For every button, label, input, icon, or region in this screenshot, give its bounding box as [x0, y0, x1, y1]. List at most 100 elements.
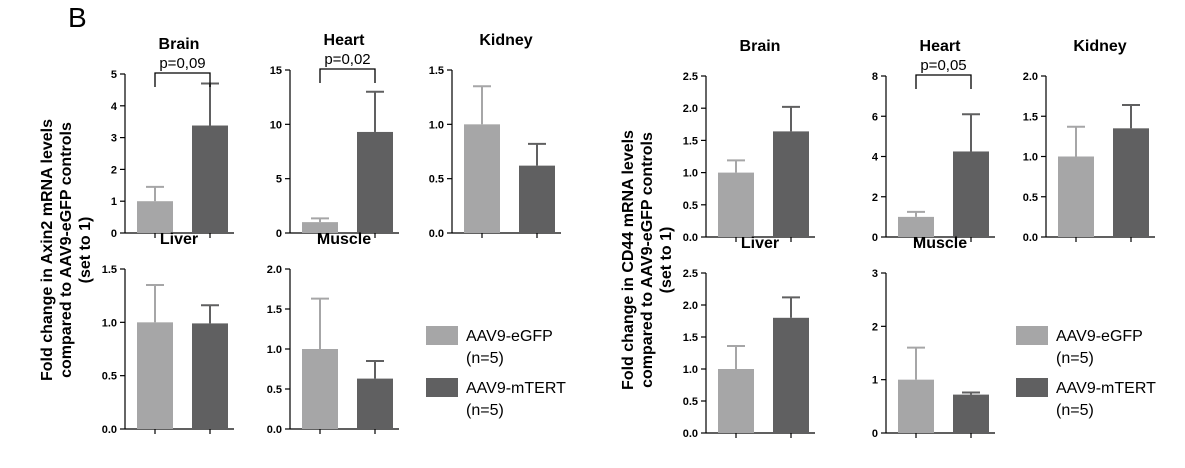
axin2-brain-bar-1	[137, 201, 173, 233]
cd44-heart-bar-2	[953, 151, 989, 237]
axin2-muscle-title: Muscle	[317, 231, 371, 248]
cd44-brain-y-tick-label: 0.0	[683, 232, 698, 244]
axin2-heart-y-tick-label: 15	[270, 65, 282, 77]
axin2-y-axis-label: Fold change in Axin2 mRNA levels compared…	[39, 119, 94, 381]
cd44-heart-title: Heart	[920, 38, 962, 55]
axin2-liver-y-tick-label: 0.5	[102, 371, 117, 383]
cd44-liver-y-tick-label: 0.0	[683, 428, 698, 440]
cd44-heart-bar-1	[898, 216, 934, 237]
cd44-brain-bar-1	[718, 172, 754, 237]
cd44-muscle-y-tick-label: 0	[872, 428, 878, 440]
cd44-muscle-title: Muscle	[913, 235, 967, 252]
cd44-liver-bar-2	[773, 317, 809, 433]
axin2-brain-y-tick-label: 3	[111, 133, 117, 145]
cd44-heart-y-tick-label: 0	[872, 232, 878, 244]
legend-n-1-right: (n=5)	[1056, 350, 1094, 367]
legend-n-2-right: (n=5)	[1056, 402, 1094, 419]
axin2-muscle-y-tick-label: 2.0	[267, 264, 282, 276]
axin2-heart-p-value: p=0,02	[324, 51, 370, 68]
cd44-kidney-bar-1	[1058, 156, 1094, 237]
axin2-brain-title: Brain	[159, 36, 200, 53]
axin2-heart-title: Heart	[324, 32, 366, 49]
axin2-heart-y-tick-label: 5	[276, 174, 282, 186]
legend-swatch-1-left	[426, 326, 458, 345]
cd44-muscle-y-tick-label: 1	[872, 375, 878, 387]
axin2-brain-y-tick-label: 2	[111, 164, 117, 176]
panel-label: B	[68, 2, 87, 33]
axin2-kidney-title: Kidney	[479, 32, 532, 49]
cd44-heart-p-value: p=0,05	[920, 57, 966, 74]
axin2-heart-bar-2	[357, 131, 393, 233]
axin2-muscle-y-tick-label: 1.0	[267, 344, 282, 356]
axin2-liver-y-tick-label: 1.5	[102, 264, 117, 276]
axin2-kidney-y-tick-label: 0.0	[429, 228, 444, 240]
cd44-heart-significance-bracket	[915, 74, 972, 89]
cd44-brain-y-tick-label: 1.0	[683, 168, 698, 180]
cd44-muscle-bar-1	[898, 379, 934, 433]
cd44-muscle-y-tick-label: 2	[872, 321, 878, 333]
axin2-heart-significance-bracket	[319, 68, 376, 83]
cd44-muscle-y-tick-label: 3	[872, 268, 878, 280]
axin2-heart-bar-1	[302, 222, 338, 233]
cd44-kidney-y-tick-label: 0.5	[1023, 192, 1038, 204]
cd44-y-axis-label-line: compared to AAV9-eGFP controls	[639, 132, 656, 388]
axin2-brain-y-tick-label: 5	[111, 69, 117, 81]
axin2-muscle-bar-1	[302, 349, 338, 429]
legend-label-2-left: AAV9-mTERT	[466, 380, 566, 397]
legend-swatch-1-right	[1016, 326, 1048, 345]
cd44-liver-y-tick-label: 1.0	[683, 364, 698, 376]
cd44-liver-y-tick-label: 2.0	[683, 300, 698, 312]
axin2-brain-significance-bracket	[154, 72, 211, 87]
axin2-heart-y-tick-label: 10	[270, 119, 282, 131]
axin2-heart-y-tick-label: 0	[276, 228, 282, 240]
cd44-brain-bar-2	[773, 131, 809, 237]
axin2-brain-bar-2	[192, 125, 228, 233]
cd44-brain-y-tick-label: 2.5	[683, 71, 698, 83]
axin2-brain-y-tick-label: 1	[111, 196, 117, 208]
axin2-muscle-y-tick-label: 1.5	[267, 304, 282, 316]
legend-label-2-right: AAV9-mTERT	[1056, 380, 1156, 397]
cd44-kidney-y-tick-label: 1.0	[1023, 152, 1038, 164]
axin2-brain-p-value: p=0,09	[159, 55, 205, 72]
axin2-kidney-y-tick-label: 1.0	[429, 119, 444, 131]
axin2-muscle-bar-2	[357, 378, 393, 429]
legend-swatch-2-right	[1016, 378, 1048, 397]
cd44-liver-y-tick-label: 0.5	[683, 396, 698, 408]
axin2-y-axis-label-line: Fold change in Axin2 mRNA levels	[39, 119, 56, 381]
cd44-heart-y-tick-label: 4	[872, 152, 879, 164]
axin2-brain-y-tick-label: 0	[111, 228, 117, 240]
legend-label-1-right: AAV9-eGFP	[1056, 328, 1143, 345]
cd44-liver-y-tick-label: 1.5	[683, 332, 698, 344]
cd44-heart-y-tick-label: 6	[872, 111, 878, 123]
cd44-y-axis-label-line: Fold change in CD44 mRNA levels	[620, 130, 637, 390]
axin2-y-axis-label-line: compared to AAV9-eGFP controls	[58, 122, 75, 378]
cd44-kidney-title: Kidney	[1073, 38, 1126, 55]
axin2-liver-title: Liver	[160, 231, 198, 248]
legend-label-1-left: AAV9-eGFP	[466, 328, 553, 345]
axin2-y-axis-label-line: (set to 1)	[77, 217, 94, 284]
legend-n-2-left: (n=5)	[466, 402, 504, 419]
axin2-liver-y-tick-label: 0.0	[102, 424, 117, 436]
cd44-liver-y-tick-label: 2.5	[683, 268, 698, 280]
cd44-brain-y-tick-label: 1.5	[683, 135, 698, 147]
cd44-kidney-y-tick-label: 1.5	[1023, 111, 1038, 123]
axin2-muscle-y-tick-label: 0.5	[267, 384, 282, 396]
cd44-muscle-bar-2	[953, 394, 989, 433]
axin2-liver-y-tick-label: 1.0	[102, 317, 117, 329]
cd44-heart-y-tick-label: 2	[872, 192, 878, 204]
cd44-kidney-y-tick-label: 0.0	[1023, 232, 1038, 244]
cd44-y-axis-label-line: (set to 1)	[658, 227, 675, 294]
axin2-kidney-y-tick-label: 0.5	[429, 174, 444, 186]
cd44-brain-y-tick-label: 0.5	[683, 200, 698, 212]
cd44-liver-title: Liver	[741, 235, 779, 252]
cd44-liver-bar-1	[718, 369, 754, 433]
axin2-liver-bar-2	[192, 323, 228, 429]
legend-n-1-left: (n=5)	[466, 350, 504, 367]
cd44-brain-y-tick-label: 2.0	[683, 103, 698, 115]
cd44-kidney-bar-2	[1113, 128, 1149, 237]
axin2-liver-bar-1	[137, 322, 173, 429]
cd44-kidney-y-tick-label: 2.0	[1023, 71, 1038, 83]
cd44-brain-title: Brain	[740, 38, 781, 55]
legend-swatch-2-left	[426, 378, 458, 397]
